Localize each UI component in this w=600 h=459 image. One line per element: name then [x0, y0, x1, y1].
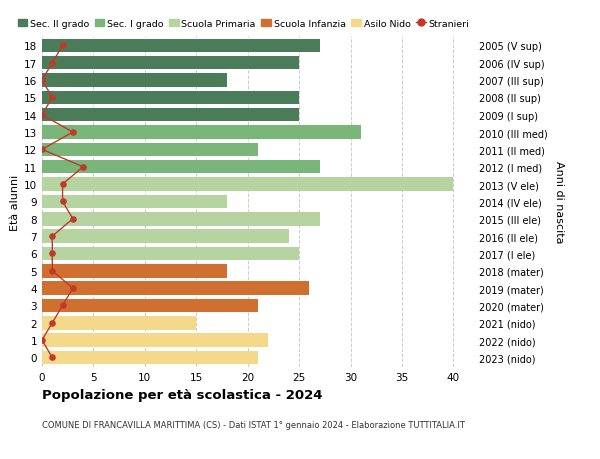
Point [47, 60, 57, 67]
Bar [42, 91, 299, 105]
Point [58, 43, 67, 50]
Bar [42, 74, 227, 88]
Bar [42, 334, 268, 347]
Point [58, 302, 67, 309]
Point [37, 337, 47, 344]
Bar [42, 195, 227, 209]
Bar [42, 143, 258, 157]
Bar [42, 299, 258, 313]
Point [58, 198, 67, 206]
Bar [42, 351, 258, 364]
Bar [42, 316, 196, 330]
Bar [42, 282, 310, 295]
Bar [42, 230, 289, 243]
Bar [42, 178, 454, 191]
Point [47, 354, 57, 361]
Bar [42, 109, 299, 122]
Bar [42, 126, 361, 140]
Point [68, 129, 77, 136]
Point [47, 268, 57, 275]
Point [68, 216, 77, 223]
Bar [42, 213, 320, 226]
Legend: Sec. II grado, Sec. I grado, Scuola Primaria, Scuola Infanzia, Asilo Nido, Stran: Sec. II grado, Sec. I grado, Scuola Prim… [17, 20, 469, 29]
Point [47, 250, 57, 257]
Y-axis label: Anni di nascita: Anni di nascita [554, 161, 564, 243]
Bar [42, 57, 299, 70]
Point [37, 146, 47, 154]
Bar [42, 161, 320, 174]
Text: Popolazione per età scolastica - 2024: Popolazione per età scolastica - 2024 [42, 388, 323, 401]
Text: COMUNE DI FRANCAVILLA MARITTIMA (CS) - Dati ISTAT 1° gennaio 2024 - Elaborazione: COMUNE DI FRANCAVILLA MARITTIMA (CS) - D… [42, 420, 465, 429]
Point [47, 95, 57, 102]
Point [37, 112, 47, 119]
Point [58, 181, 67, 188]
Point [79, 164, 88, 171]
Bar [42, 264, 227, 278]
Point [68, 285, 77, 292]
Y-axis label: Età alunni: Età alunni [10, 174, 20, 230]
Bar [42, 39, 320, 53]
Point [37, 77, 47, 84]
Bar [42, 247, 299, 261]
Point [47, 319, 57, 327]
Point [47, 233, 57, 240]
